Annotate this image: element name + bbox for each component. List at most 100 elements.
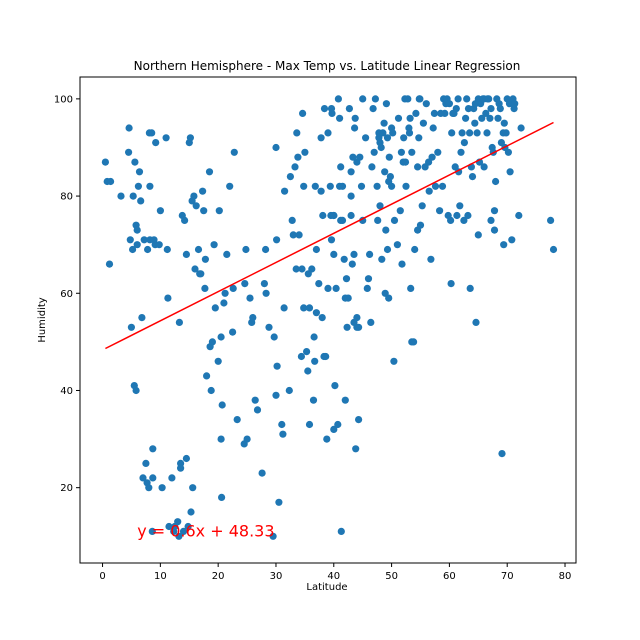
data-point <box>486 114 494 122</box>
data-point <box>192 202 200 210</box>
data-point <box>380 119 388 127</box>
data-point <box>107 177 115 186</box>
data-point <box>218 493 226 501</box>
data-point <box>273 362 281 370</box>
data-point <box>312 309 320 317</box>
x-tick-label: 40 <box>327 571 340 582</box>
data-point <box>438 182 447 190</box>
data-point <box>301 148 309 156</box>
data-point <box>474 231 482 239</box>
data-point <box>191 265 199 273</box>
data-point <box>318 314 326 322</box>
data-point <box>129 192 137 200</box>
data-point <box>511 100 519 108</box>
x-tick-label: 50 <box>385 571 398 582</box>
data-point <box>515 211 523 220</box>
data-point <box>140 236 148 244</box>
data-point <box>397 148 405 156</box>
data-point <box>168 474 176 482</box>
data-point <box>429 124 437 132</box>
data-point <box>322 352 330 361</box>
data-point <box>506 168 514 176</box>
data-point <box>393 241 401 249</box>
y-tick-label: 40 <box>60 386 73 397</box>
data-point <box>262 289 270 297</box>
data-point <box>299 109 307 117</box>
data-point <box>369 105 377 113</box>
data-point <box>133 226 141 234</box>
data-point <box>383 245 392 254</box>
data-point <box>229 328 237 336</box>
data-point <box>309 396 318 404</box>
data-point <box>269 532 277 540</box>
data-point <box>230 148 238 156</box>
data-point <box>215 207 223 215</box>
data-point <box>463 95 471 103</box>
data-point <box>144 245 152 254</box>
data-point <box>117 192 125 200</box>
data-point <box>155 241 163 249</box>
data-point <box>478 114 486 122</box>
data-point <box>286 173 294 181</box>
data-point <box>131 158 139 166</box>
data-point <box>338 182 347 190</box>
x-axis-ticks: 0 10 20 30 40 50 60 70 80 <box>99 563 571 582</box>
data-point <box>152 139 160 147</box>
data-point <box>390 357 398 365</box>
data-point <box>377 143 385 152</box>
data-point <box>288 216 296 224</box>
data-point <box>148 129 156 137</box>
data-point <box>278 420 286 429</box>
data-point <box>355 416 363 424</box>
data-point <box>482 109 490 117</box>
data-point <box>200 207 208 215</box>
data-point <box>405 129 414 137</box>
data-point <box>295 231 303 239</box>
data-point <box>386 173 394 181</box>
data-point <box>418 202 426 210</box>
data-point <box>402 182 410 190</box>
data-point <box>317 187 325 195</box>
chart-title: Northern Hemisphere - Max Temp vs. Latit… <box>134 59 521 73</box>
data-point <box>138 314 146 322</box>
data-point <box>343 323 351 331</box>
data-point <box>148 527 156 536</box>
data-point <box>127 323 135 331</box>
data-point <box>332 284 340 292</box>
data-point <box>407 284 415 292</box>
data-point <box>133 241 141 249</box>
data-point <box>460 139 468 147</box>
data-point <box>357 182 366 190</box>
data-point <box>382 226 390 234</box>
data-point <box>182 454 190 463</box>
data-point <box>294 153 302 161</box>
data-point <box>164 294 172 302</box>
data-point <box>149 445 157 453</box>
data-point <box>297 352 305 361</box>
data-point <box>203 372 211 380</box>
data-point <box>373 182 381 190</box>
data-point <box>400 134 408 142</box>
data-point <box>241 280 249 288</box>
data-point <box>330 425 338 433</box>
data-point <box>549 245 558 254</box>
data-point <box>389 129 397 137</box>
data-point <box>490 226 499 234</box>
data-point <box>428 153 436 161</box>
data-point <box>419 119 427 127</box>
data-point <box>347 211 355 220</box>
data-point <box>194 245 203 254</box>
data-point <box>324 284 332 292</box>
data-point <box>331 382 339 390</box>
data-point <box>345 105 353 113</box>
data-point <box>342 275 351 283</box>
plot-area <box>101 95 558 540</box>
data-point <box>466 129 474 137</box>
data-point <box>487 105 495 113</box>
data-point <box>220 299 228 307</box>
data-point <box>379 129 387 137</box>
data-point <box>364 275 373 283</box>
data-point <box>217 435 225 443</box>
data-point <box>471 119 479 127</box>
